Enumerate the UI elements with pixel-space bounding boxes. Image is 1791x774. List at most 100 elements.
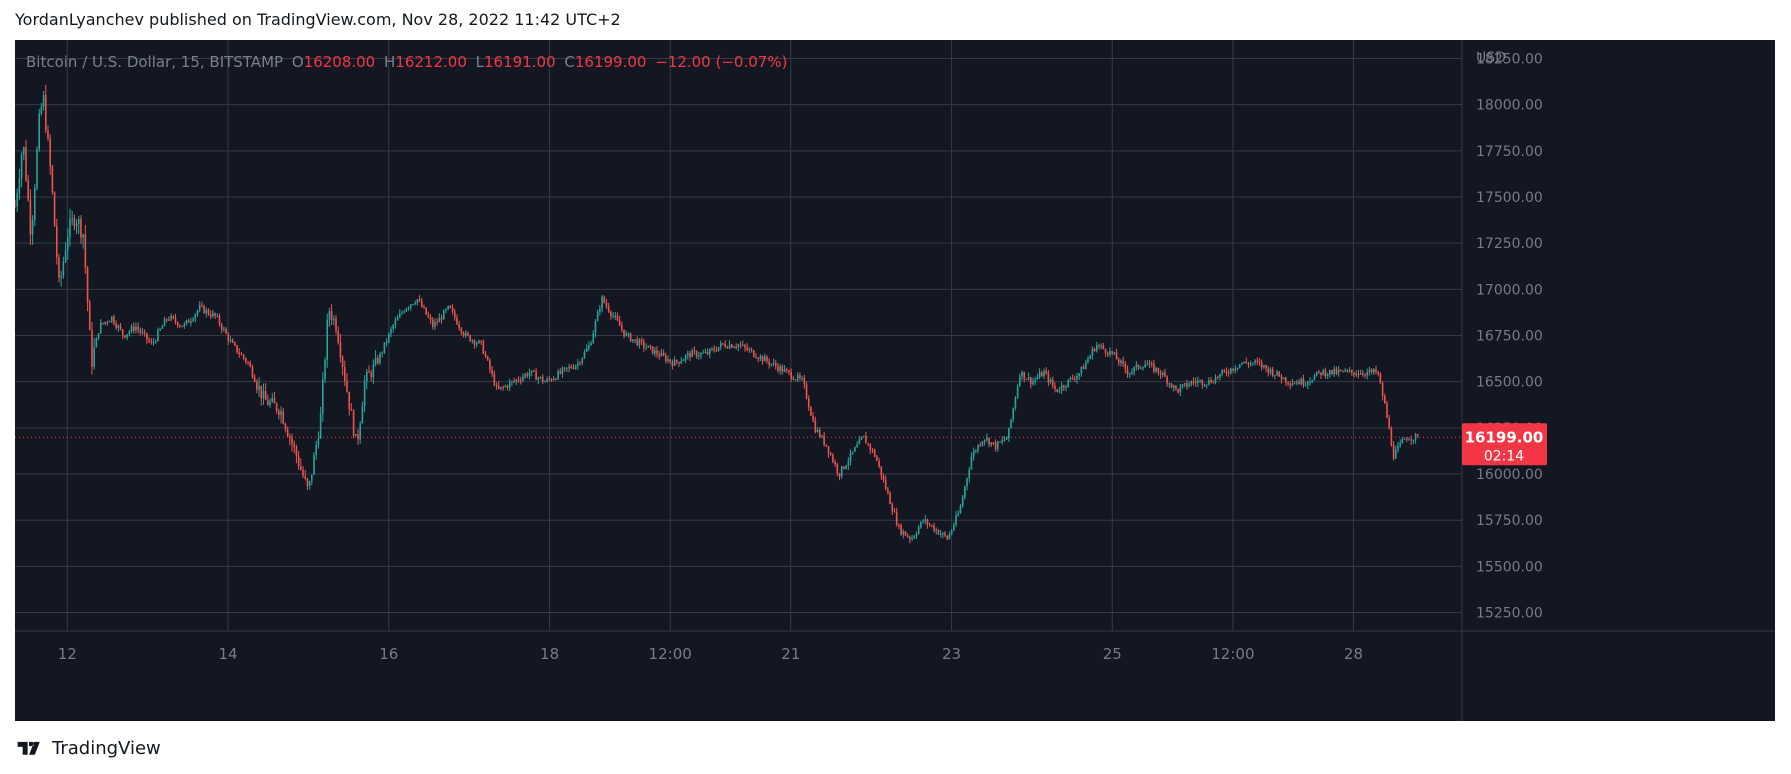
- candle-body: [588, 345, 590, 349]
- candle-body: [357, 434, 359, 440]
- chart-panel[interactable]: 18250.00 18000.00 17750.00 17500.00 17250.00…: [15, 40, 1775, 721]
- candle-body: [1034, 379, 1037, 381]
- candle-body: [60, 275, 62, 278]
- candle-body: [1181, 384, 1184, 387]
- candle-body: [843, 466, 845, 469]
- candle-body: [1188, 384, 1190, 387]
- candle-body: [376, 358, 379, 364]
- candle-body: [1304, 384, 1307, 386]
- symbol-label[interactable]: Bitcoin / U.S. Dollar, 15, BITSTAMP: [26, 53, 284, 71]
- candle-body: [645, 347, 647, 349]
- y-tick-label: 18000.00: [1476, 98, 1543, 114]
- candle-body: [858, 439, 861, 445]
- candle-body: [1161, 372, 1164, 375]
- candle-body: [959, 506, 962, 514]
- candle-body: [308, 481, 311, 487]
- x-tick-label: 21: [781, 645, 800, 663]
- candle-body: [1109, 351, 1111, 355]
- candle-body: [851, 451, 854, 453]
- candle-body: [84, 234, 87, 268]
- candle-body: [108, 321, 111, 323]
- candle-body: [110, 316, 113, 322]
- candle-body: [513, 381, 515, 383]
- candle-body: [427, 314, 430, 318]
- candle-body: [1276, 371, 1278, 376]
- x-tick-label: 12:00: [649, 645, 692, 663]
- candle-body: [1289, 383, 1292, 386]
- candle-body: [489, 360, 491, 370]
- candle-body: [763, 356, 766, 362]
- candle-body: [302, 469, 304, 477]
- candle-body: [51, 166, 54, 193]
- candle-body: [1342, 370, 1344, 372]
- candle-body: [300, 466, 302, 470]
- candle-body: [876, 456, 878, 461]
- candle-body: [968, 469, 971, 479]
- candle-body: [1175, 385, 1177, 390]
- candle-body: [1397, 445, 1399, 450]
- candle-body: [684, 355, 687, 360]
- candle-body: [887, 488, 889, 494]
- candle-body: [91, 329, 93, 367]
- candle-body: [363, 381, 366, 407]
- candle-body: [829, 453, 832, 455]
- candle-body: [1065, 386, 1067, 388]
- candle-body: [1351, 370, 1353, 373]
- candle-body: [783, 369, 786, 372]
- candle-body: [99, 322, 102, 334]
- candle-body: [374, 358, 377, 365]
- candle-body: [1047, 373, 1050, 383]
- candle-body: [412, 303, 414, 305]
- candle-body: [414, 302, 416, 304]
- candle-body: [717, 347, 720, 351]
- candle-body: [1036, 377, 1039, 380]
- candle-body: [253, 376, 256, 382]
- candle-body: [36, 149, 38, 189]
- candle-body: [398, 313, 401, 318]
- candle-body: [550, 379, 553, 381]
- candle-body: [950, 530, 953, 535]
- candle-body: [546, 378, 548, 382]
- candle-body: [1287, 382, 1289, 384]
- candle-body: [1060, 385, 1063, 391]
- candle-body: [418, 299, 421, 301]
- candle-body: [104, 321, 106, 324]
- candle-body: [1337, 370, 1340, 374]
- candle-body: [937, 529, 940, 535]
- candle-body: [654, 350, 656, 354]
- candle-body: [1329, 369, 1331, 375]
- candle-body: [935, 529, 938, 531]
- tradingview-logo-icon: [17, 741, 40, 755]
- candle-body: [1008, 427, 1010, 439]
- candle-body: [190, 320, 192, 323]
- candle-body: [1335, 368, 1338, 374]
- candle-body: [475, 343, 478, 345]
- candle-body: [957, 513, 960, 516]
- x-tick-label: 12: [58, 645, 77, 663]
- candle-body: [1377, 372, 1380, 374]
- candle-body: [682, 359, 685, 362]
- candle-body: [471, 340, 474, 342]
- candle-body: [1032, 380, 1034, 385]
- tradingview-footer[interactable]: TradingView: [15, 738, 161, 759]
- candle-body: [214, 313, 216, 316]
- candle-body: [768, 361, 770, 365]
- candle-body: [1364, 374, 1366, 376]
- candle-body: [1067, 379, 1069, 387]
- candle-body: [143, 332, 146, 334]
- candle-body: [102, 322, 104, 324]
- candlestick-chart[interactable]: 18250.00 18000.00 17750.00 17500.00 17250.00…: [15, 40, 1775, 721]
- candle-body: [218, 315, 221, 325]
- candle-body: [282, 411, 285, 424]
- candle-body: [1155, 367, 1157, 372]
- candle-body: [480, 340, 482, 342]
- candle-body: [47, 130, 49, 139]
- candle-body: [247, 362, 249, 364]
- candle-body: [1269, 369, 1272, 373]
- candle-body: [1095, 345, 1098, 352]
- candle-body: [711, 348, 713, 350]
- candle-body: [1388, 417, 1391, 429]
- candle-body: [502, 386, 504, 388]
- candle-body: [997, 441, 999, 450]
- candle-body: [658, 354, 661, 357]
